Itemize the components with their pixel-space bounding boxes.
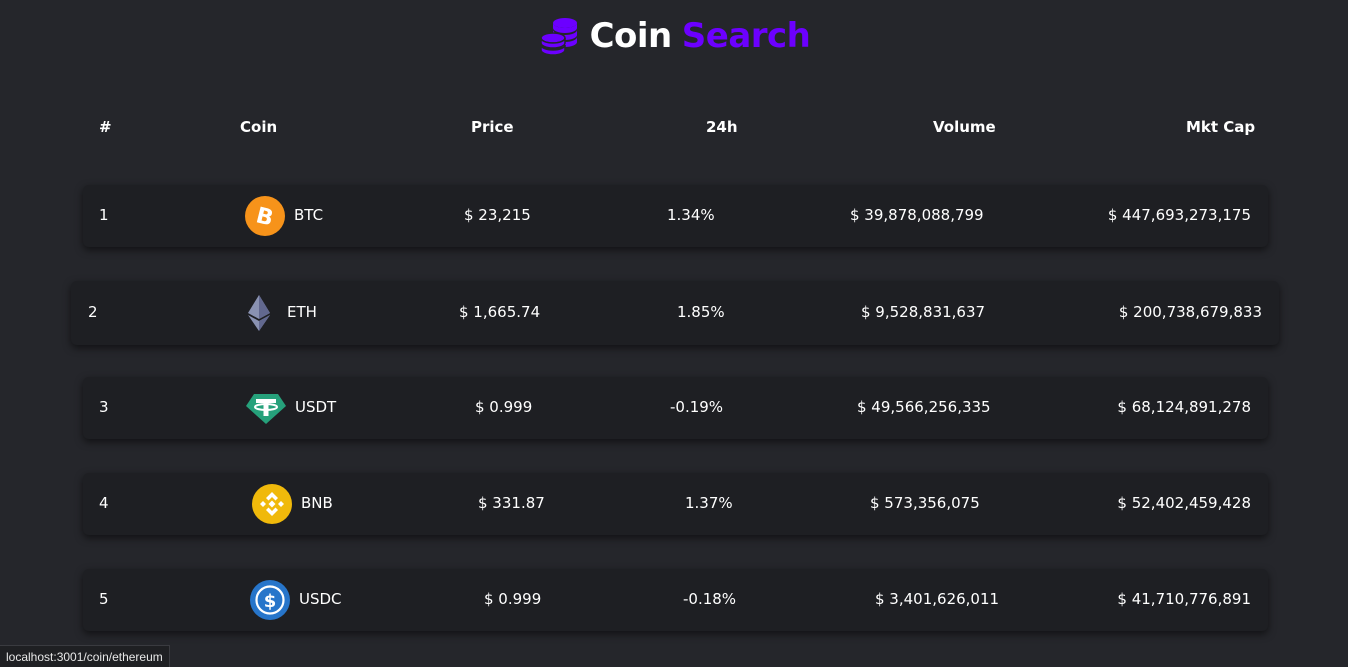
col-price: Price <box>471 118 514 136</box>
app-header[interactable]: Coin Search <box>0 14 1348 58</box>
col-coin: Coin <box>240 118 278 136</box>
mktcap-cell: $ 41,710,776,891 <box>1117 590 1251 608</box>
price-cell: $ 331.87 <box>478 494 545 512</box>
change-cell: 1.85% <box>677 303 725 321</box>
symbol-cell: ETH <box>287 303 317 321</box>
symbol-cell: BTC <box>294 206 324 224</box>
symbol-cell: USDC <box>299 590 342 608</box>
title-coin: Coin <box>589 16 673 56</box>
price-cell: $ 23,215 <box>464 206 531 224</box>
rank-cell: 3 <box>99 398 109 416</box>
col-volume: Volume <box>933 118 996 136</box>
mktcap-cell: $ 52,402,459,428 <box>1117 494 1251 512</box>
mktcap-cell: $ 68,124,891,278 <box>1117 398 1251 416</box>
ethereum-icon <box>248 295 270 331</box>
volume-cell: $ 49,566,256,335 <box>857 398 991 416</box>
svg-text:$: $ <box>264 591 277 612</box>
volume-cell: $ 39,878,088,799 <box>850 206 984 224</box>
tether-icon <box>246 394 286 424</box>
change-cell: 1.34% <box>667 206 715 224</box>
rank-cell: 2 <box>88 303 98 321</box>
price-cell: $ 1,665.74 <box>459 303 541 321</box>
coins-stack-icon <box>539 18 577 56</box>
rank-cell: 5 <box>99 590 109 608</box>
volume-cell: $ 573,356,075 <box>870 494 980 512</box>
col-mktcap: Mkt Cap <box>1186 118 1256 136</box>
symbol-cell: USDT <box>295 398 337 416</box>
col-rank: # <box>99 118 112 136</box>
price-cell: $ 0.999 <box>475 398 533 416</box>
coin-row-eth[interactable]: 2 ETH $ 1,665.74 1.85% $ 9,528,831,637 $… <box>71 281 1279 345</box>
mktcap-cell: $ 447,693,273,175 <box>1107 206 1251 224</box>
coin-row-usdc[interactable]: 5 $ USDC $ 0.999 -0.18% $ 3,401,626,011 … <box>83 569 1268 631</box>
title-search: Search <box>681 16 811 56</box>
rank-cell: 1 <box>99 206 109 224</box>
change-cell: -0.19% <box>670 398 724 416</box>
change-cell: -0.18% <box>683 590 737 608</box>
coin-row-usdt[interactable]: 3 USDT $ 0.999 -0.19% $ 49,566,256,335 $… <box>83 377 1268 439</box>
bnb-icon <box>252 484 292 524</box>
volume-cell: $ 3,401,626,011 <box>875 590 1000 608</box>
symbol-cell: BNB <box>301 494 333 512</box>
svg-text:B: B <box>253 203 275 231</box>
mktcap-cell: $ 200,738,679,833 <box>1118 303 1262 321</box>
volume-cell: $ 9,528,831,637 <box>861 303 986 321</box>
coin-row-bnb[interactable]: 4 BNB $ 331.87 1.37% $ 573,356,075 $ 52,… <box>83 473 1268 535</box>
table-header: # Coin Price 24h Volume Mkt Cap <box>82 118 1268 138</box>
bitcoin-icon: B <box>245 196 285 236</box>
coin-row-btc[interactable]: 1 B BTC $ 23,215 1.34% $ 39,878,088,799 … <box>83 185 1268 247</box>
price-cell: $ 0.999 <box>484 590 542 608</box>
usdc-icon: $ <box>250 580 290 620</box>
col-24h: 24h <box>706 118 738 136</box>
status-bar-url: localhost:3001/coin/ethereum <box>0 645 170 667</box>
change-cell: 1.37% <box>685 494 733 512</box>
rank-cell: 4 <box>99 494 109 512</box>
